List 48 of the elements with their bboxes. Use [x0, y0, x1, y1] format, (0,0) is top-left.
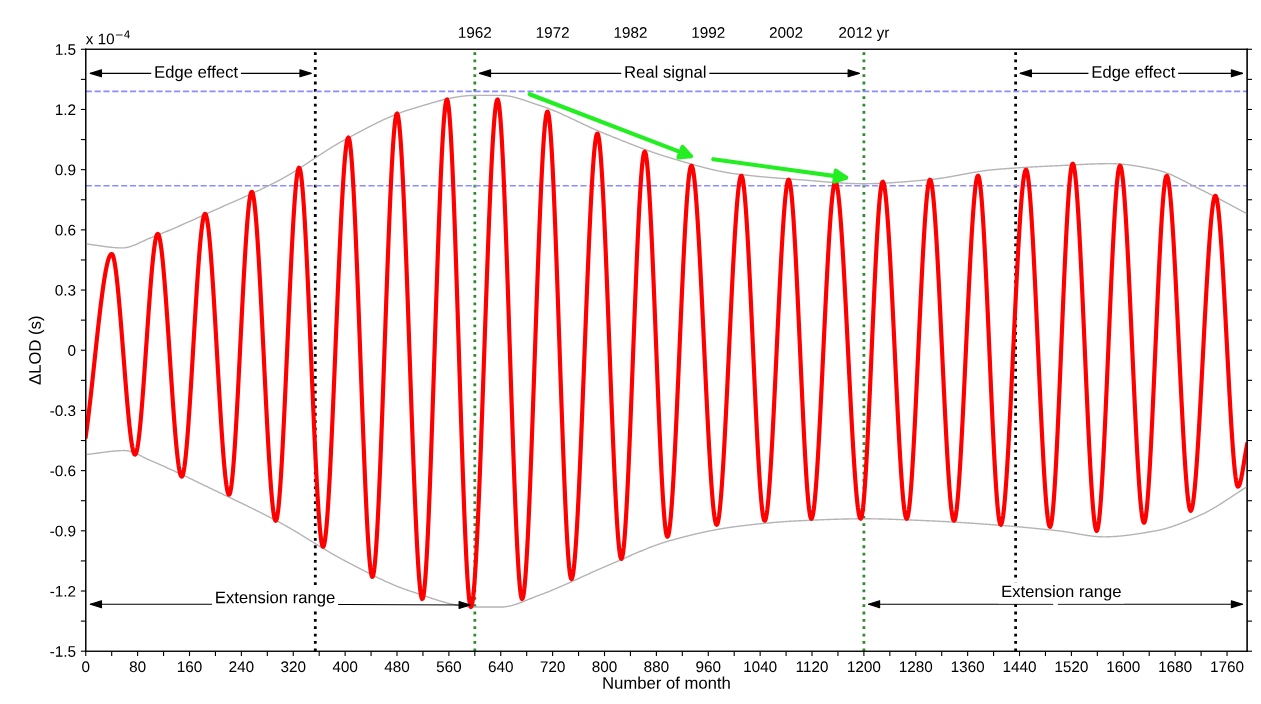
x-tick-label: 720	[540, 661, 565, 673]
x2-tick-label: 2002	[769, 27, 803, 38]
x2-tick-label: 1972	[536, 27, 569, 38]
x-tick-label: 0	[82, 661, 90, 673]
y-tick-label: -0.3	[50, 405, 76, 417]
y-tick-label: -1.5	[50, 646, 76, 657]
annotation: Extension range	[216, 591, 335, 607]
x-axis-title: Number of month	[603, 676, 730, 689]
x2-tick-label: 2012 yr	[839, 27, 890, 41]
annotation: Real signal	[625, 65, 706, 82]
annotation: Edge effect	[155, 65, 238, 82]
x-tick-label: 320	[281, 661, 306, 673]
y-axis-title: ΔLOD (s)	[28, 316, 45, 385]
y-tick-label: 1.2	[55, 104, 76, 116]
y-tick-label: -1.2	[50, 585, 76, 597]
x2-tick-label: 1962	[458, 27, 492, 38]
x-tick-label: 1680	[1159, 661, 1192, 673]
x-tick-label: 560	[436, 661, 462, 673]
y-tick-label: -0.9	[50, 525, 76, 537]
x-tick-label: 1360	[951, 661, 985, 673]
x-tick-label: 1280	[899, 661, 933, 673]
x-tick-label: 1040	[744, 661, 777, 673]
y-tick-label: 0.3	[55, 284, 76, 296]
text: x 10$^{−4}$	[85, 30, 130, 45]
y-tick-label: 0.6	[55, 224, 76, 236]
x-tick-label: 1120	[796, 661, 828, 673]
x-tick-label: 640	[488, 661, 513, 673]
x-tick-label: 240	[229, 661, 254, 673]
annotation: Extension range	[1002, 585, 1121, 601]
x2-tick-label: 1992	[692, 27, 725, 38]
x2-tick-label: 1982	[614, 27, 647, 38]
y-tick-label: -0.6	[50, 465, 76, 477]
x-tick-label: 960	[696, 661, 721, 673]
x-tick-label: 480	[384, 661, 410, 673]
y-tick-label: 0.9	[55, 164, 76, 176]
x-tick-label: 1760	[1211, 661, 1244, 673]
annotation: Edge effect	[1092, 65, 1176, 82]
x-tick-label: 1200	[848, 661, 881, 673]
x-tick-label: 880	[644, 661, 669, 673]
x-tick-label: 80	[129, 661, 146, 673]
x-tick-label: 1520	[1055, 661, 1088, 673]
x-tick-label: 400	[332, 661, 358, 673]
x-tick-label: 1440	[1003, 661, 1036, 673]
x-tick-label: 800	[592, 661, 617, 673]
y-tick-label: 0	[68, 345, 76, 356]
x-tick-label: 1600	[1107, 661, 1140, 673]
x-tick-label: 160	[177, 661, 202, 673]
y-tick-label: 1.5	[55, 44, 76, 55]
